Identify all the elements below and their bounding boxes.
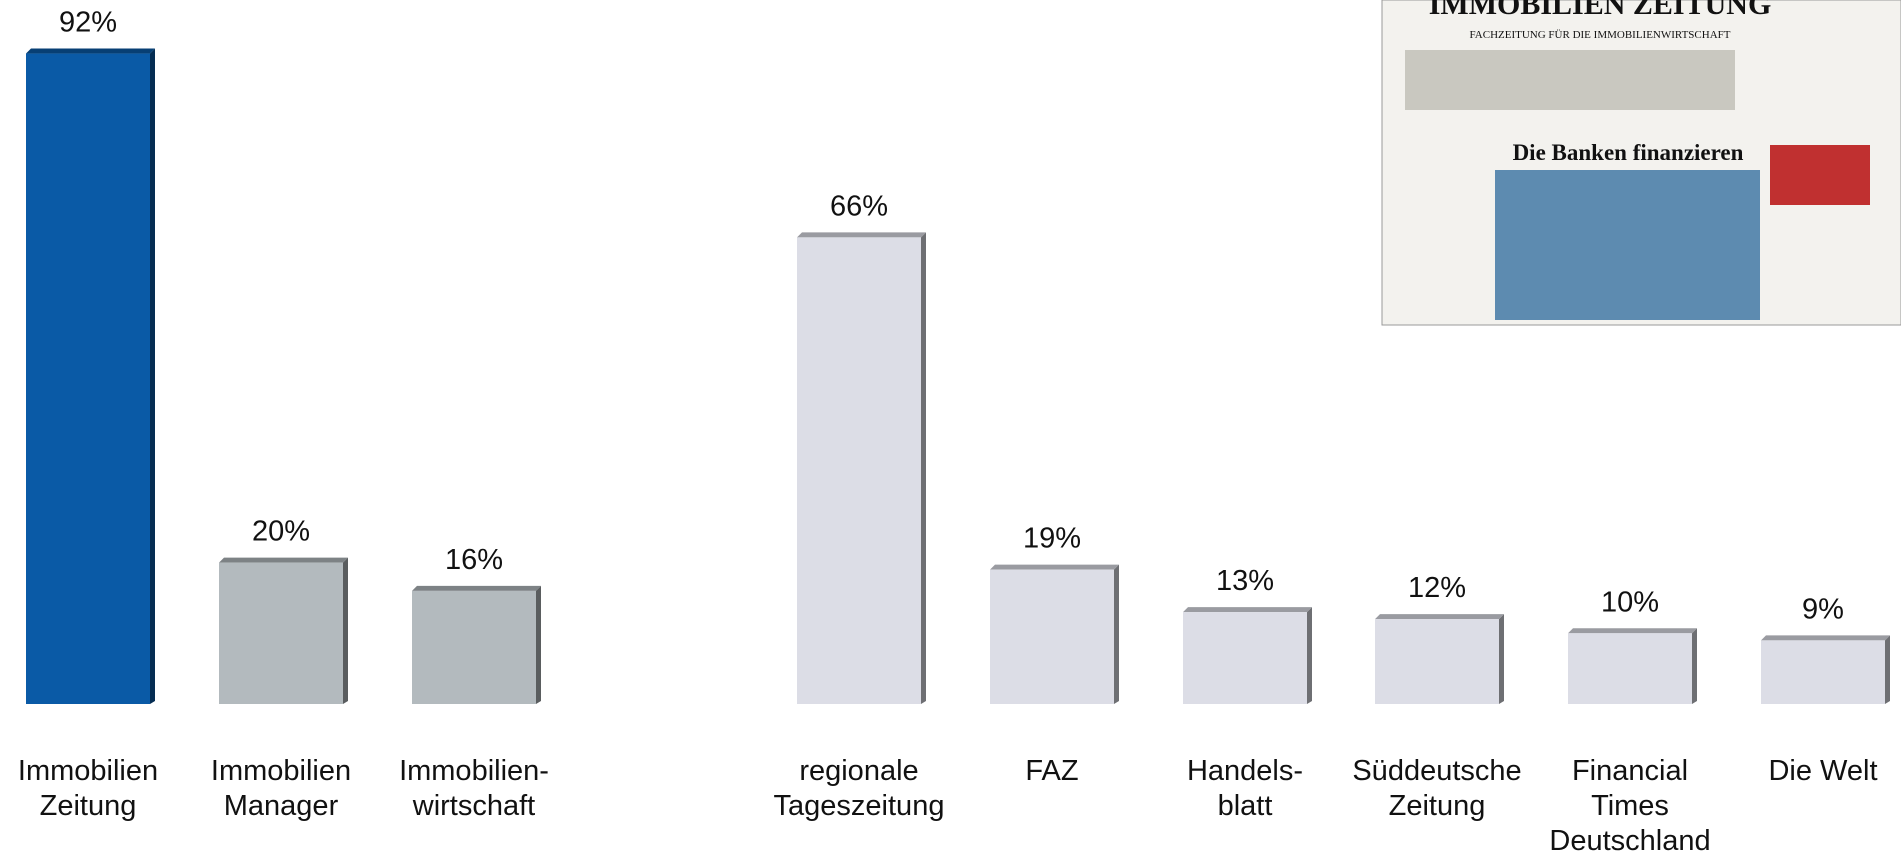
bar-top xyxy=(1183,607,1312,613)
value-label: 12% xyxy=(1408,572,1466,604)
value-label: 20% xyxy=(252,516,310,548)
bar-side xyxy=(1692,628,1697,704)
category-label: Financial Times Deutschland xyxy=(1549,755,1711,857)
bar-side xyxy=(1885,635,1890,704)
bar-top xyxy=(1375,614,1504,620)
newspaper-photos xyxy=(1405,50,1735,110)
bar xyxy=(1183,612,1307,704)
value-label: 9% xyxy=(1802,593,1844,625)
value-label: 92% xyxy=(59,7,117,39)
newspaper-masthead: IMMOBILIEN ZEITUNG xyxy=(1429,0,1772,21)
bar-top xyxy=(797,232,926,238)
bar xyxy=(990,569,1114,704)
category-label: Süddeutsche Zeitung xyxy=(1352,755,1522,822)
bar-side xyxy=(536,585,541,704)
bar xyxy=(797,237,921,704)
newspaper-ad xyxy=(1770,145,1870,205)
bar-top xyxy=(219,557,348,563)
value-label: 66% xyxy=(830,190,888,222)
value-label: 13% xyxy=(1216,565,1274,597)
category-label: Die Welt xyxy=(1768,755,1878,787)
bar xyxy=(219,562,343,704)
bar xyxy=(1568,633,1692,704)
category-label: Immobilien Manager xyxy=(210,755,352,822)
category-label: Immobilien Zeitung xyxy=(17,755,159,822)
newspaper-image: IMMOBILIEN ZEITUNG FACHZEITUNG FÜR DIE I… xyxy=(1381,0,1901,326)
value-label: 19% xyxy=(1023,523,1081,555)
value-label: 16% xyxy=(445,544,503,576)
category-label: Immobilien- wirtschaft xyxy=(399,755,549,822)
category-label: regionale Tageszeitung xyxy=(773,755,945,822)
newspaper-headline: Die Banken finanzieren xyxy=(1513,140,1744,165)
bar-side xyxy=(921,232,926,704)
bar-top xyxy=(26,48,155,54)
bar-side xyxy=(150,48,155,705)
bar-side xyxy=(343,557,348,704)
bar xyxy=(412,590,536,704)
bar xyxy=(1375,619,1499,704)
bar-side xyxy=(1307,607,1312,704)
bar-top xyxy=(1761,635,1890,641)
value-label: 10% xyxy=(1601,586,1659,618)
category-label: Handels- blatt xyxy=(1186,755,1304,822)
bar xyxy=(26,53,150,705)
bar-top xyxy=(1568,628,1697,634)
bar-side xyxy=(1499,614,1504,704)
bar-side xyxy=(1114,564,1119,704)
category-label: FAZ xyxy=(1025,755,1079,787)
newspaper-photo xyxy=(1495,170,1760,320)
bar-top xyxy=(412,585,541,591)
newspaper-subtitle: FACHZEITUNG FÜR DIE IMMOBILIENWIRTSCHAFT xyxy=(1470,29,1731,41)
bar xyxy=(1761,640,1885,704)
bar-top xyxy=(990,564,1119,570)
